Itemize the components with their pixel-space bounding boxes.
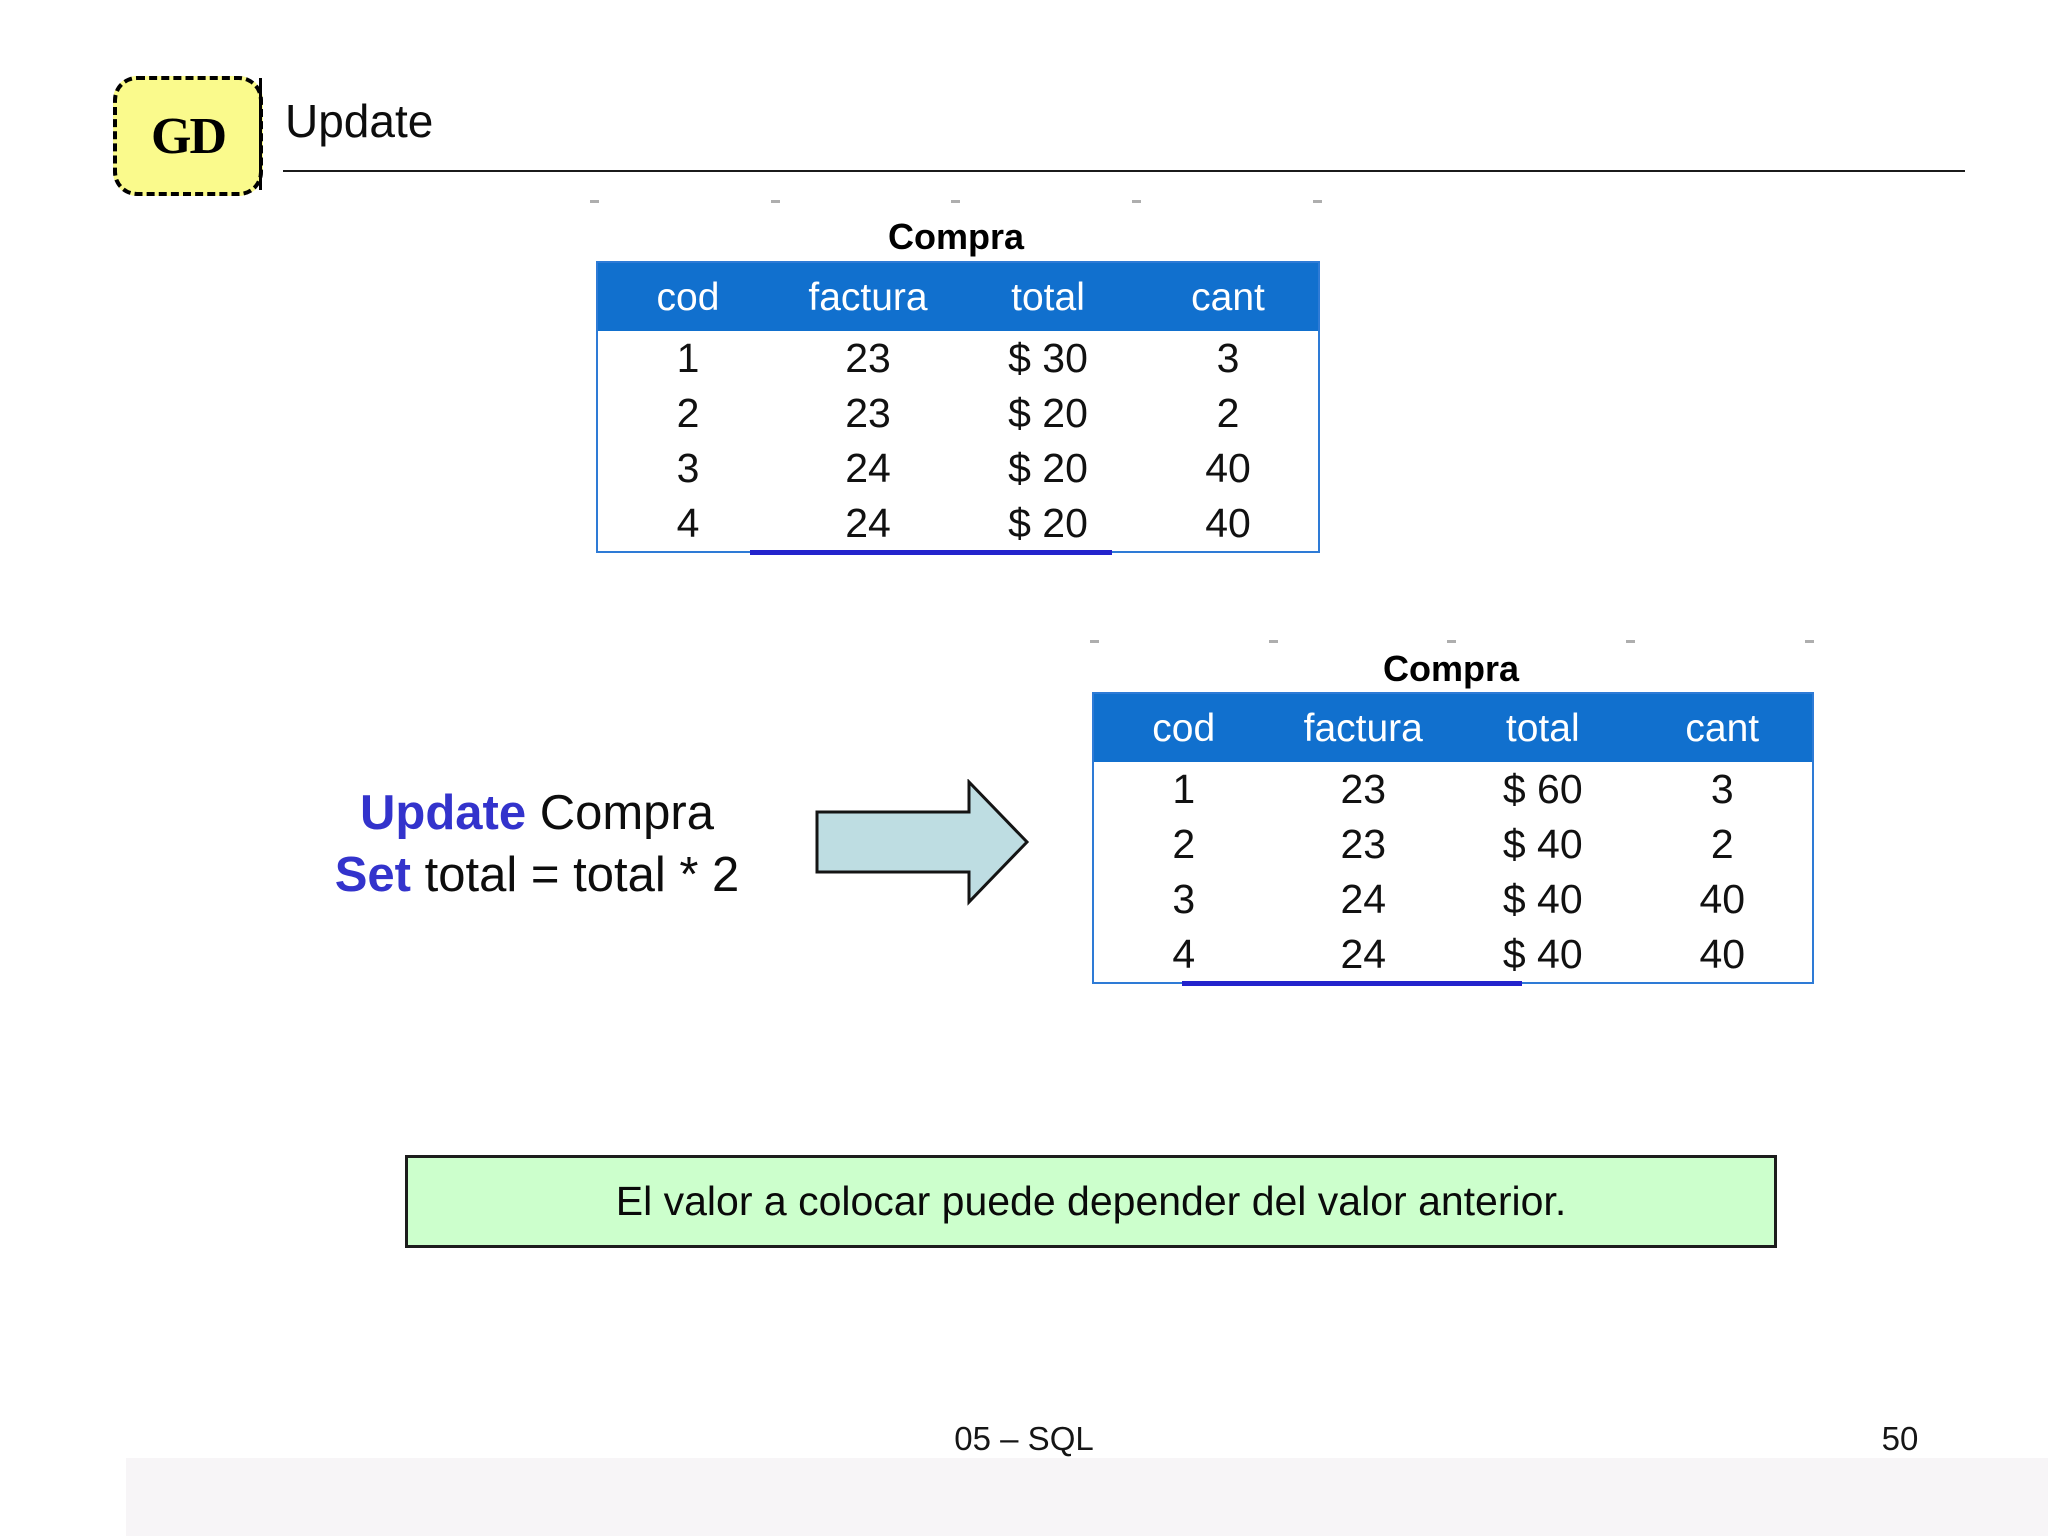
table-after: cod factura total cant 1 23 $ 60 3 2 23 $ 40 2 3 24 $ … — [1092, 692, 1814, 986]
table-cell: 23 — [845, 390, 891, 436]
table-cell: $ 20 — [1008, 445, 1088, 491]
guide-dash — [590, 200, 599, 203]
table-cell: 24 — [845, 500, 891, 546]
set-expression: total = total * 2 — [424, 848, 740, 902]
sql-line-update: Update Compra — [232, 782, 842, 844]
table-cell: 1 — [676, 335, 700, 381]
gd-logo: GD — [113, 76, 263, 196]
table-cell: 24 — [1340, 931, 1387, 977]
table-cell: 23 — [1340, 821, 1387, 867]
table-row: 2 23 $ 40 2 — [1094, 817, 1812, 872]
table-cell: 2 — [1216, 390, 1240, 436]
note-box: El valor a colocar puede depender del va… — [405, 1155, 1777, 1248]
column-header-factura: factura — [808, 275, 928, 319]
table-row: 3 24 $ 40 40 — [1094, 872, 1812, 927]
column-header-cant: cant — [1685, 706, 1760, 750]
table-cell: 40 — [1699, 876, 1746, 922]
title-underline — [283, 170, 1965, 172]
guide-dash — [1269, 640, 1278, 643]
guide-dash — [1626, 640, 1635, 643]
column-header-cod: cod — [656, 275, 720, 319]
table-cell: 40 — [1205, 500, 1251, 546]
table-cell: 3 — [1216, 335, 1240, 381]
table-cell: 2 — [1172, 821, 1196, 867]
table-cell: 40 — [1205, 445, 1251, 491]
guide-dash — [1447, 640, 1456, 643]
column-header-total: total — [1011, 275, 1085, 319]
table-cell: 2 — [1710, 821, 1734, 867]
table-cell: 2 — [676, 390, 700, 436]
table-cell: $ 30 — [1008, 335, 1088, 381]
table-cell: 40 — [1699, 931, 1746, 977]
table-cell: 3 — [676, 445, 700, 491]
sql-line-set: Set total = total * 2 — [232, 844, 842, 906]
footer-course-label: 05 – SQL — [954, 1420, 1094, 1457]
table-after-title: Compra — [1382, 648, 1520, 689]
table-cell: 4 — [1172, 931, 1196, 977]
table-cell: 23 — [1340, 766, 1387, 812]
column-header-cod: cod — [1152, 706, 1216, 750]
guide-dash — [951, 200, 960, 203]
update-table-name: Compra — [539, 786, 714, 840]
table-row: 1 23 $ 30 3 — [598, 331, 1318, 386]
set-keyword: Set — [334, 848, 411, 902]
table-cell: $ 40 — [1502, 931, 1583, 977]
table-cell: 24 — [1340, 876, 1387, 922]
table-cell: $ 40 — [1502, 876, 1583, 922]
guide-dash — [1805, 640, 1814, 643]
table-cell: 23 — [845, 335, 891, 381]
table-row: 4 24 $ 40 40 — [1094, 927, 1812, 982]
sql-statement: Update Compra Set total = total * 2 — [232, 782, 842, 906]
table-cell: $ 40 — [1502, 821, 1583, 867]
footer-page-number: 50 — [1881, 1420, 1919, 1457]
table-cell: 4 — [676, 500, 700, 546]
table-cell: 3 — [1172, 876, 1196, 922]
table-cell: 3 — [1710, 766, 1734, 812]
table-before: cod factura total cant 1 23 $ 30 3 2 23 $ 20 2 3 24 $ … — [596, 261, 1320, 555]
table-before-title: Compra — [887, 216, 1025, 257]
guide-dash — [771, 200, 780, 203]
table-bottom-accent — [750, 550, 1112, 555]
table-row: 2 23 $ 20 2 — [598, 386, 1318, 441]
table-row: 3 24 $ 20 40 — [598, 441, 1318, 496]
gd-logo-text: GD — [151, 107, 227, 165]
table-row: 4 24 $ 20 40 — [598, 496, 1318, 551]
column-header-cant: cant — [1191, 275, 1265, 319]
table-row: 1 23 $ 60 3 — [1094, 762, 1812, 817]
column-header-factura: factura — [1303, 706, 1423, 750]
bottom-strip — [126, 1458, 2048, 1536]
update-keyword: Update — [360, 786, 527, 840]
table-cell: $ 20 — [1008, 390, 1088, 436]
table-bottom-accent — [1182, 981, 1522, 986]
table-cell: $ 20 — [1008, 500, 1088, 546]
logo-divider-line — [259, 78, 262, 190]
guide-dash — [1132, 200, 1141, 203]
table-header-row: cod factura total cant — [598, 263, 1318, 331]
table-header-row: cod factura total cant — [1094, 694, 1812, 762]
table-cell: $ 60 — [1502, 766, 1583, 812]
note-text: El valor a colocar puede depender del va… — [615, 1178, 1567, 1224]
table-cell: 1 — [1172, 766, 1196, 812]
guide-dash — [1090, 640, 1099, 643]
table-cell: 24 — [845, 445, 891, 491]
guide-dash — [1313, 200, 1322, 203]
column-header-total: total — [1505, 706, 1580, 750]
right-arrow-icon — [815, 779, 1030, 906]
page-title: Update — [285, 95, 434, 147]
